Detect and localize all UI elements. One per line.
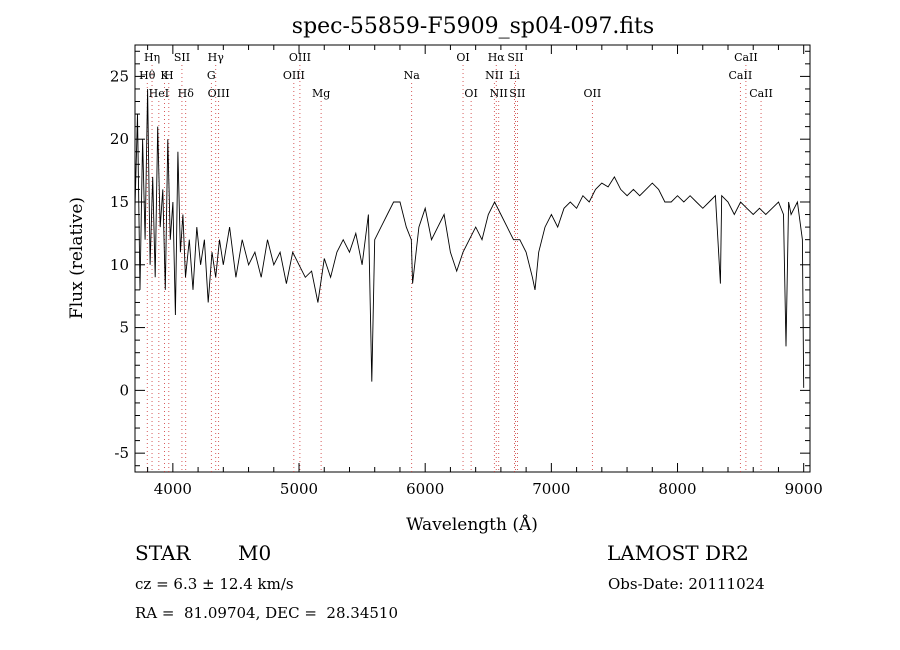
- y-tick-label: 0: [119, 381, 129, 399]
- line-label-16: Hα: [488, 51, 506, 64]
- plot-frame: [134, 44, 811, 473]
- line-label-0: Hη: [144, 51, 160, 64]
- x-tick-label: 4000: [154, 480, 192, 498]
- x-tick-label: 8000: [658, 480, 696, 498]
- line-label-3: K: [160, 69, 169, 82]
- line-label-7: Hγ: [208, 51, 225, 64]
- line-label-18: NII: [490, 87, 508, 100]
- line-label-12: Mg: [312, 87, 330, 100]
- line-label-15: OI: [464, 87, 477, 100]
- y-tick-label: 5: [119, 319, 129, 337]
- x-tick-label: 9000: [785, 480, 823, 498]
- object-class: STAR: [135, 541, 191, 565]
- line-label-9: OIII: [208, 87, 230, 100]
- y-tick-label: -5: [114, 444, 129, 462]
- line-label-19: SII: [507, 51, 523, 64]
- axis-ticks: [135, 45, 810, 472]
- y-tick-label: 20: [110, 130, 129, 148]
- line-label-13: Na: [404, 69, 421, 82]
- line-label-21: SII: [509, 87, 525, 100]
- line-markers: [146, 65, 762, 472]
- x-tick-label: 6000: [406, 480, 444, 498]
- observation-date: Obs-Date: 20111024: [608, 575, 765, 593]
- y-tick-label: 10: [110, 256, 129, 274]
- line-label-23: CaII: [734, 51, 758, 64]
- line-label-4: H: [164, 69, 174, 82]
- y-axis-label: Flux (relative): [67, 197, 87, 319]
- line-marker-labels: HηHθHeIKHSIIHδHγGOIIIOIIIOIIIMgNaOIOIHαN…: [139, 51, 773, 100]
- x-tick-label: 5000: [280, 480, 318, 498]
- y-tick-label: 25: [110, 67, 129, 85]
- line-label-6: Hδ: [178, 87, 195, 100]
- y-tick-label: 15: [110, 193, 129, 211]
- line-label-17: NII: [485, 69, 503, 82]
- coordinates: RA = 81.09704, DEC = 28.34510: [135, 604, 399, 622]
- survey-label: LAMOST DR2: [607, 541, 749, 565]
- line-label-10: OIII: [289, 51, 311, 64]
- line-label-22: OII: [584, 87, 602, 100]
- line-label-20: Li: [509, 69, 520, 82]
- line-label-5: SII: [174, 51, 190, 64]
- chart-title: spec-55859-F5909_sp04-097.fits: [292, 14, 654, 39]
- line-label-8: G: [207, 69, 216, 82]
- x-tick-label: 7000: [532, 480, 570, 498]
- axis-tick-labels: 4000 5000 6000 7000 8000 9000 -5 0 5 10 15 20 25: [110, 67, 823, 498]
- object-subclass: M0: [238, 541, 272, 565]
- spectrum-line: [134, 88, 805, 388]
- line-label-25: CaII: [749, 87, 773, 100]
- line-label-14: OI: [456, 51, 469, 64]
- x-axis-label: Wavelength (Å): [406, 514, 538, 535]
- line-label-1: Hθ: [139, 69, 156, 82]
- line-label-24: CaII: [729, 69, 753, 82]
- line-label-2: HeI: [149, 87, 169, 100]
- redshift-cz: cz = 6.3 ± 12.4 km/s: [135, 575, 294, 593]
- line-label-11: OIII: [283, 69, 305, 82]
